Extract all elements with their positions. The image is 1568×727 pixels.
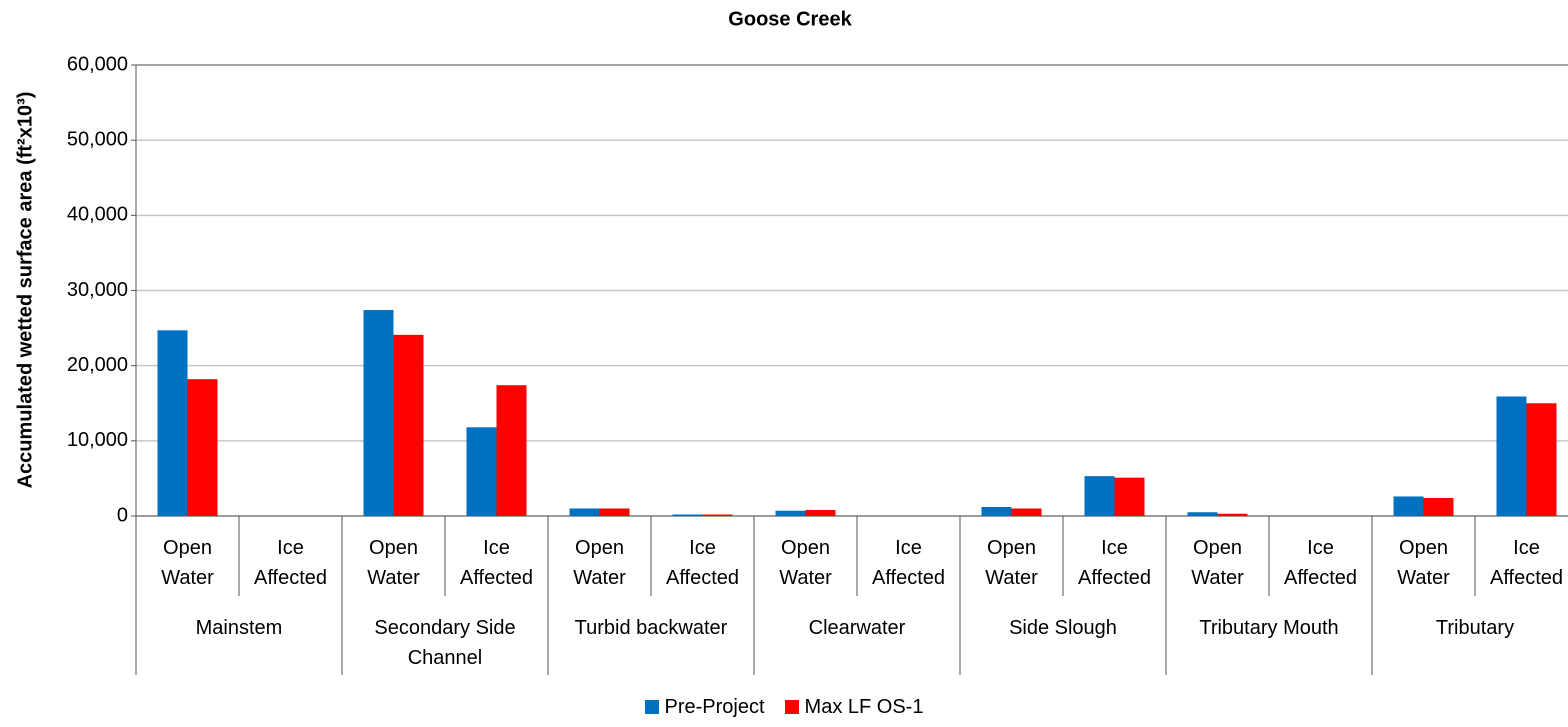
y-tick-label: 0 [117, 504, 128, 526]
x-tick-label: Ice Affected [1283, 537, 1358, 589]
group-label: Tributary Mouth [1199, 617, 1339, 639]
legend-item: Pre-Project [644, 696, 765, 719]
group-label: Clearwater [808, 617, 906, 639]
bar [393, 334, 424, 516]
y-tick-label: 50,000 [67, 128, 128, 150]
bar [157, 330, 188, 516]
group-label: Turbid backwater [574, 617, 728, 639]
bar [1011, 508, 1042, 516]
x-tick-label: Ice Affected [1489, 537, 1564, 589]
x-tick-label: Open Water [573, 537, 626, 589]
x-tick-label: Open Water [367, 537, 420, 589]
x-tick-label: Ice Affected [665, 537, 740, 589]
legend-item: Max LF OS-1 [784, 696, 924, 719]
legend-swatch [644, 700, 659, 714]
group-label: Side Slough [1009, 617, 1117, 639]
bar [1496, 396, 1527, 516]
x-tick-label: Ice Affected [1077, 537, 1152, 589]
bar [363, 310, 394, 516]
bar [1423, 497, 1454, 516]
bar [599, 508, 630, 516]
bar [1084, 476, 1115, 516]
y-tick-label: 10,000 [67, 429, 128, 451]
legend: Pre-Project Max LF OS-1 [0, 696, 1568, 719]
legend-swatch [784, 700, 799, 714]
x-tick-label: Open Water [161, 537, 214, 589]
x-tick-label: Open Water [779, 537, 832, 589]
group-label: Secondary Side Channel [374, 617, 516, 669]
y-tick-label: 30,000 [67, 279, 128, 301]
x-tick-label: Open Water [1397, 537, 1450, 589]
x-tick-label: Open Water [985, 537, 1038, 589]
x-tick-label: Ice Affected [871, 537, 946, 589]
bar [775, 510, 806, 516]
bar [1526, 403, 1557, 516]
x-tick-label: Ice Affected [253, 537, 328, 589]
chart-title: Goose Creek [728, 8, 852, 30]
bar [672, 514, 703, 516]
y-axis-title: Accumulated wetted surface area (ft²x10³… [14, 92, 36, 489]
bar [1393, 496, 1424, 516]
bar [805, 509, 836, 516]
legend-label: Max LF OS-1 [804, 696, 924, 718]
bar [1187, 512, 1218, 516]
legend-label: Pre-Project [664, 696, 765, 718]
group-label: Mainstem [195, 617, 283, 639]
bar [1217, 513, 1248, 516]
bar [569, 508, 600, 516]
bar [702, 514, 733, 516]
bar [1114, 477, 1145, 516]
bar [187, 379, 218, 516]
bar [466, 427, 497, 516]
y-tick-label: 60,000 [67, 53, 128, 75]
y-tick-label: 40,000 [67, 204, 128, 226]
bar [981, 506, 1012, 516]
x-tick-label: Open Water [1191, 537, 1244, 589]
y-tick-label: 20,000 [67, 354, 128, 376]
x-tick-label: Ice Affected [459, 537, 534, 589]
bar [496, 385, 527, 516]
group-label: Tributary [1435, 617, 1515, 639]
